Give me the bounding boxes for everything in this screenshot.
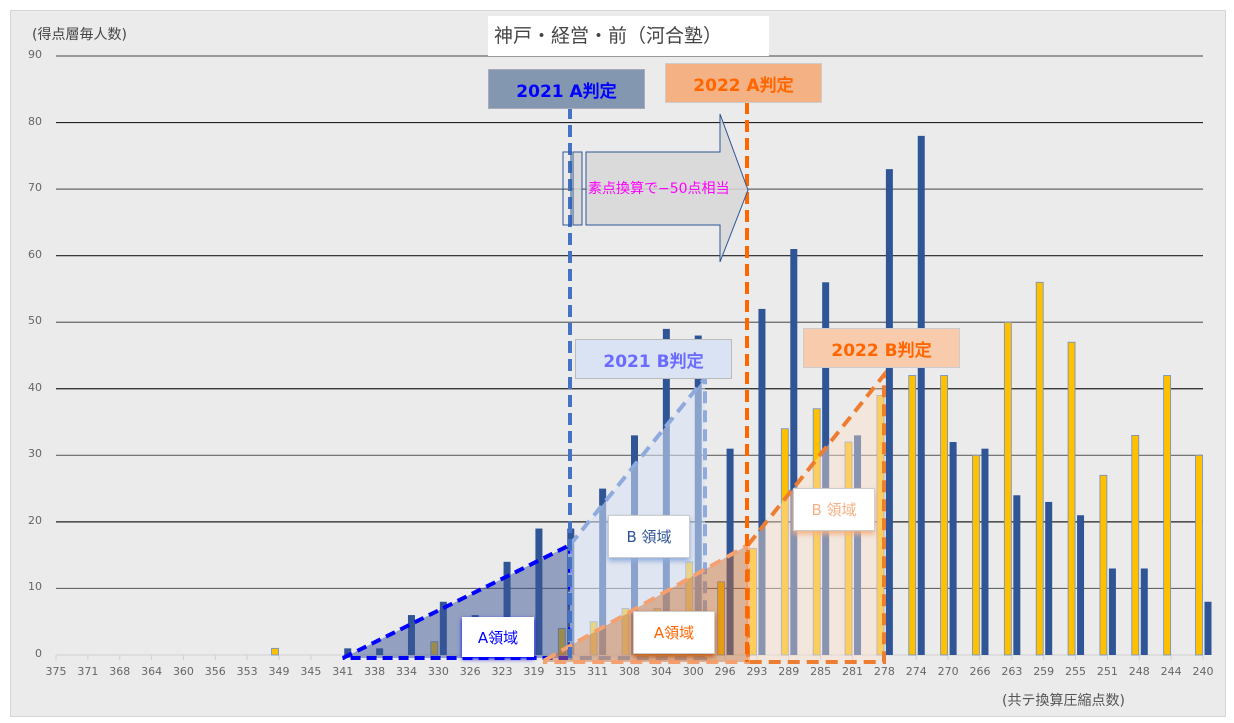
x-tick-label: 360	[172, 665, 194, 678]
x-tick-label: 300	[682, 665, 704, 678]
arrow-tail-bar	[562, 151, 572, 226]
bar-2022-281	[844, 441, 853, 656]
bar-2021-255	[1077, 515, 1085, 655]
y-tick-label: 70	[28, 181, 42, 195]
x-tick-label: 323	[491, 665, 513, 678]
y-tick-label: 10	[28, 580, 42, 594]
bar-2022-289	[780, 428, 789, 656]
x-tick-label: 308	[619, 665, 640, 678]
y-tick-label: 80	[28, 114, 42, 128]
arrow-tail-bar	[572, 151, 583, 226]
label-2021-a: 2021 A判定	[488, 69, 645, 109]
x-tick-label: 315	[555, 665, 577, 678]
bar-2021-285	[822, 282, 830, 655]
y-axis-title: (得点層毎人数)	[32, 27, 127, 43]
bar-2021-296	[726, 448, 734, 655]
x-tick-label: 278	[873, 665, 895, 678]
arrow-annotation: 素点換算で−50点相当	[588, 181, 730, 197]
bar-2021-259	[1045, 501, 1053, 655]
bar-2021-240	[1204, 601, 1212, 655]
x-tick-label: 285	[810, 665, 832, 678]
bar-2022-248	[1131, 434, 1140, 656]
x-tick-label: 244	[1160, 665, 1182, 678]
region-a-2022: A領域	[633, 611, 715, 654]
y-tick-label: 40	[28, 380, 42, 394]
bar-2022-296	[717, 581, 725, 656]
x-tick-label: 274	[905, 665, 927, 678]
x-tick-label: 371	[77, 665, 99, 678]
chart-title: 神戸・経営・前（河合塾）	[488, 16, 769, 56]
arrow-shape	[585, 113, 749, 263]
x-tick-label: 296	[714, 665, 736, 678]
bar-2021-278	[885, 169, 893, 655]
y-tick-label: 30	[28, 447, 42, 461]
x-tick-label: 356	[204, 665, 226, 678]
x-axis-title: (共テ換算圧縮点数)	[1002, 693, 1125, 709]
region-b-2021: B 領域	[608, 515, 690, 558]
label-2022-b: 2022 B判定	[803, 328, 960, 368]
bar-2022-255	[1067, 341, 1076, 656]
x-tick-label: 326	[459, 665, 481, 678]
x-tick-label: 349	[268, 665, 290, 678]
x-tick-label: 334	[395, 665, 417, 678]
bar-2022-274	[908, 375, 917, 656]
bar-2022-349	[271, 647, 279, 656]
x-tick-label: 375	[45, 665, 67, 678]
bar-2021-274	[917, 135, 925, 655]
x-tick-label: 311	[587, 665, 609, 678]
label-2021-b: 2021 B判定	[575, 339, 732, 379]
x-tick-label: 364	[141, 665, 163, 678]
x-tick-label: 368	[109, 665, 131, 678]
x-tick-label: 341	[332, 665, 354, 678]
bar-2021-248	[1140, 568, 1148, 655]
x-tick-label: 255	[1065, 665, 1087, 678]
bar-2022-266	[972, 454, 980, 656]
x-tick-label: 293	[746, 665, 768, 678]
region-b-2022: B 領域	[793, 488, 875, 531]
bar-2022-259	[1035, 281, 1044, 656]
bar-2021-289	[790, 249, 798, 655]
bar-2021-293	[758, 308, 766, 655]
x-tick-label: 353	[236, 665, 258, 678]
x-tick-label: 248	[1128, 665, 1150, 678]
x-tick-label: 330	[427, 665, 449, 678]
y-tick-label: 0	[35, 647, 42, 660]
bar-2022-251	[1099, 474, 1108, 656]
bar-2021-281	[854, 435, 862, 655]
x-tick-label: 345	[300, 665, 322, 678]
bar-2021-341	[344, 648, 352, 655]
x-tick-label: 251	[1096, 665, 1118, 678]
bar-2022-244	[1163, 375, 1172, 656]
x-tick-label: 289	[778, 665, 800, 678]
y-tick-label: 90	[28, 48, 42, 61]
x-tick-label: 266	[969, 665, 991, 678]
x-tick-label: 338	[364, 665, 386, 678]
region-a-2021-shape	[342, 541, 572, 660]
bar-2021-270	[949, 442, 957, 655]
y-tick-label: 50	[28, 314, 42, 328]
bar-2022-270	[940, 375, 949, 656]
bar-2022-263	[1003, 321, 1012, 656]
bar-2021-251	[1108, 568, 1116, 655]
region-a-2021: A領域	[462, 617, 534, 657]
label-2022-a: 2022 A判定	[665, 63, 822, 103]
bar-2022-285	[812, 408, 821, 656]
x-tick-label: 263	[1001, 665, 1023, 678]
x-tick-label: 240	[1192, 665, 1214, 678]
bar-2021-263	[1013, 495, 1021, 655]
bar-2021-266	[981, 448, 989, 655]
y-tick-label: 20	[28, 513, 42, 527]
x-tick-label: 319	[523, 665, 545, 678]
x-tick-label: 259	[1033, 665, 1055, 678]
bar-2022-240	[1195, 454, 1203, 656]
x-tick-label: 270	[937, 665, 959, 678]
x-tick-label: 304	[650, 665, 672, 678]
y-tick-label: 60	[28, 247, 42, 261]
x-tick-label: 281	[842, 665, 864, 678]
